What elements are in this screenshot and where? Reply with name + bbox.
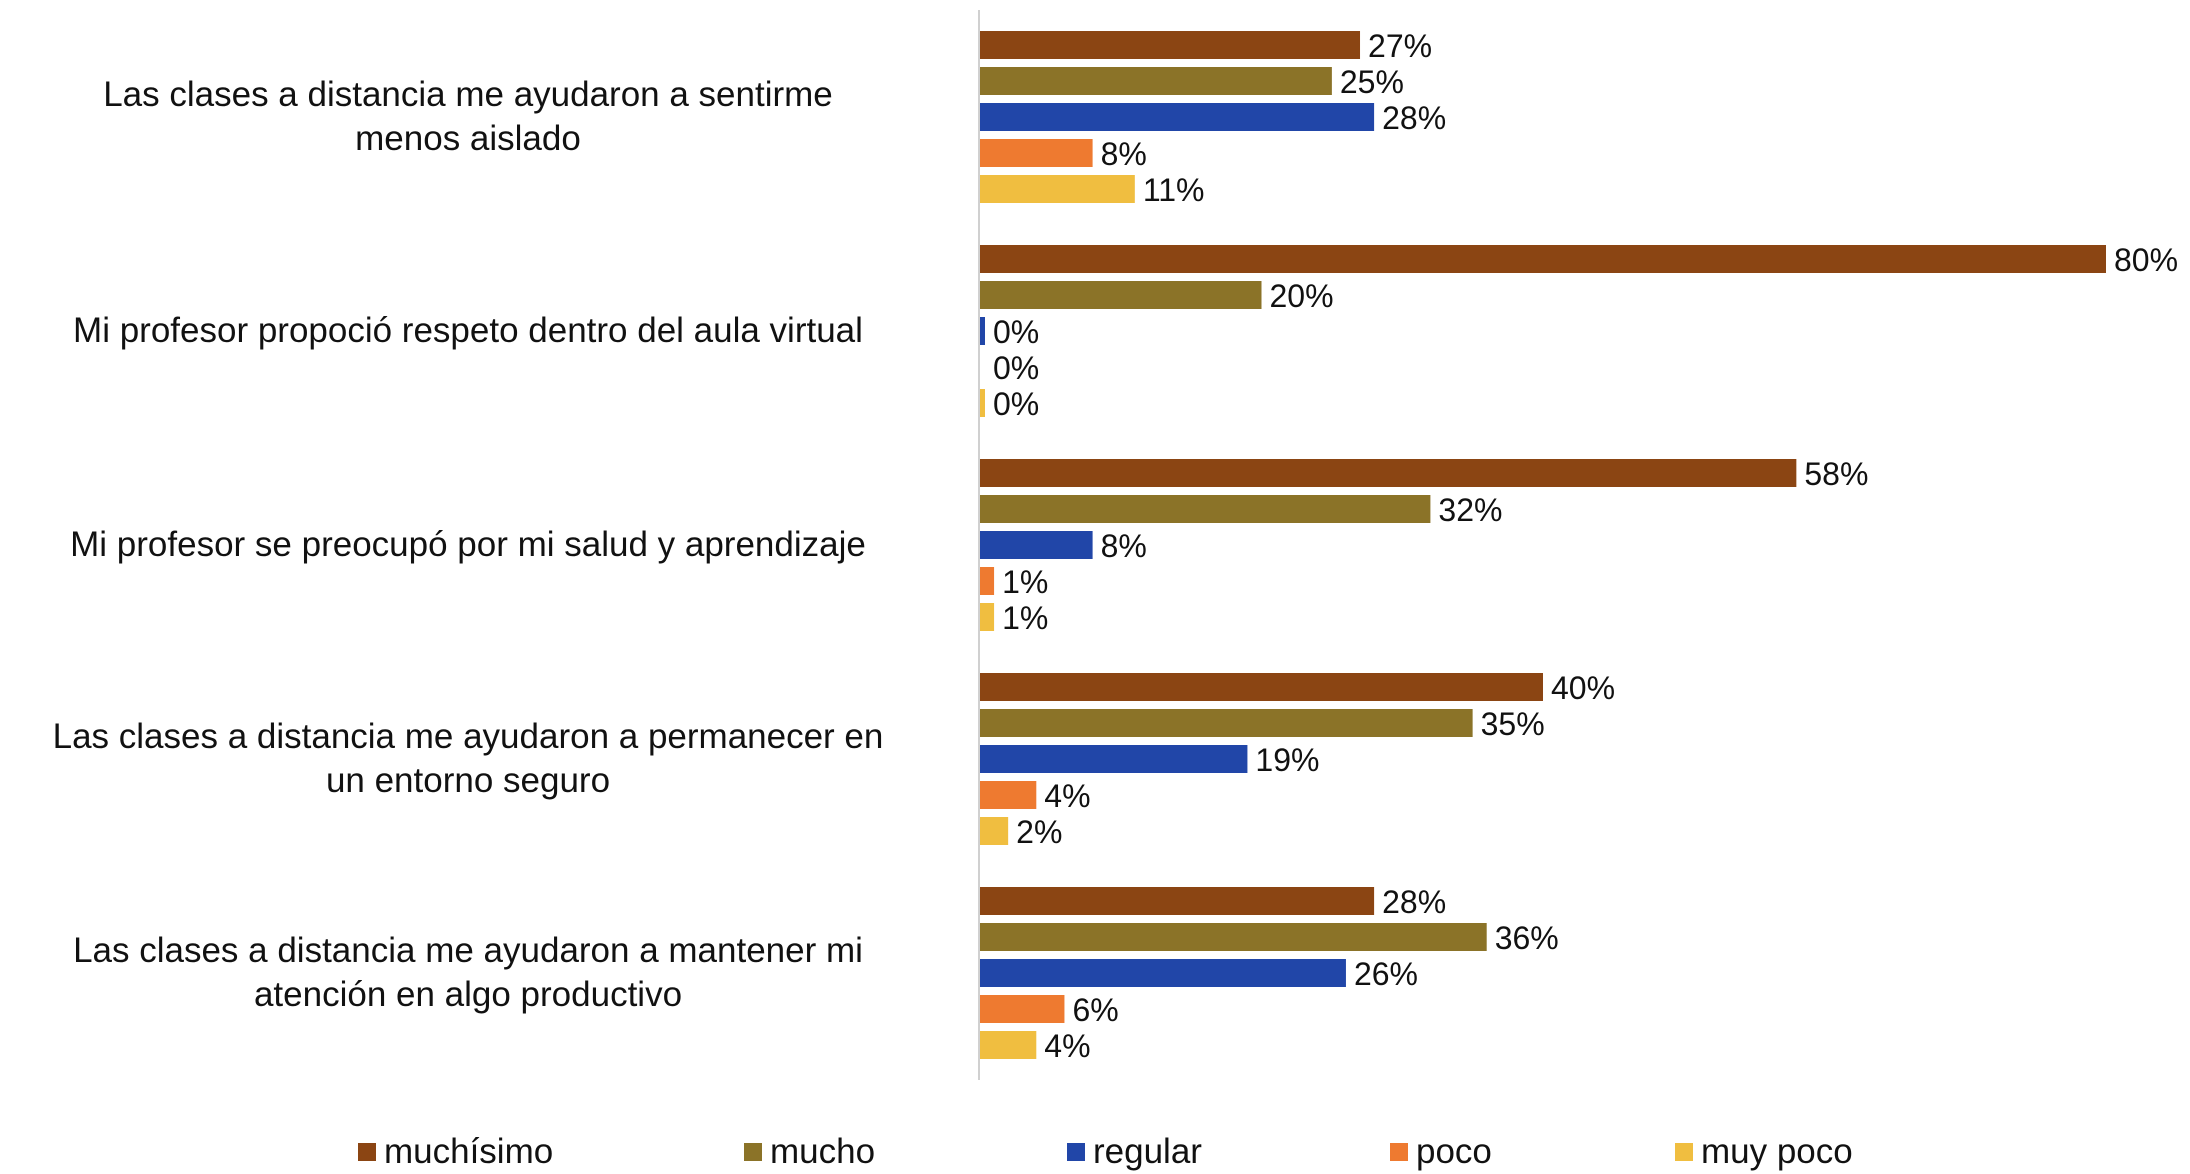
data-label: 0% [993, 314, 1039, 350]
data-label: 40% [1551, 670, 1615, 706]
bar-muy-poco [980, 389, 985, 417]
data-label: 8% [1101, 136, 1147, 172]
data-label: 2% [1016, 814, 1062, 850]
legend-label: mucho [770, 1132, 876, 1171]
bar-muy-poco [980, 603, 995, 631]
data-label: 32% [1438, 492, 1502, 528]
bar-mucho [980, 67, 1332, 95]
legend-label: regular [1093, 1132, 1202, 1171]
bar-mucho [980, 709, 1473, 737]
legend-swatch [1390, 1143, 1408, 1161]
data-label: 36% [1495, 920, 1559, 956]
bar-muchísimo [980, 459, 1797, 487]
data-label: 4% [1044, 778, 1090, 814]
category-label: Mi profesor se preocupó por mi salud y a… [70, 525, 866, 564]
data-label: 1% [1002, 600, 1048, 636]
legend-label: poco [1416, 1132, 1492, 1171]
bar-muchísimo [980, 245, 2106, 273]
legend-label: muy poco [1701, 1132, 1853, 1171]
data-label: 11% [1143, 172, 1205, 208]
legend-swatch [358, 1143, 376, 1161]
bar-poco [980, 139, 1093, 167]
bar-poco [980, 995, 1065, 1023]
bar-mucho [980, 923, 1487, 951]
data-label: 0% [993, 386, 1039, 422]
data-label: 35% [1481, 706, 1545, 742]
data-label: 26% [1354, 956, 1418, 992]
legend-item: muy poco [1675, 1132, 1853, 1172]
data-label: 8% [1101, 528, 1147, 564]
data-label: 4% [1044, 1028, 1090, 1064]
data-label: 20% [1270, 278, 1334, 314]
data-label: 6% [1072, 992, 1118, 1028]
data-label: 28% [1382, 100, 1446, 136]
legend-item: regular [1067, 1132, 1202, 1172]
data-label: 19% [1255, 742, 1319, 778]
data-label: 58% [1804, 456, 1868, 492]
category-label: Las clases a distancia me ayudaron a sen… [103, 75, 833, 158]
legend-item: poco [1390, 1132, 1492, 1172]
bar-muchísimo [980, 673, 1543, 701]
legend-label: muchísimo [384, 1132, 554, 1171]
category-label: Las clases a distancia me ayudaron a per… [52, 717, 884, 800]
legend-swatch [744, 1143, 762, 1161]
data-label: 28% [1382, 884, 1446, 920]
bar-muy-poco [980, 175, 1135, 203]
bar-regular [980, 317, 985, 345]
bar-mucho [980, 281, 1262, 309]
data-label: 0% [993, 350, 1039, 386]
bar-muy-poco [980, 817, 1009, 845]
bar-muy-poco [980, 1031, 1037, 1059]
legend-swatch [1675, 1143, 1693, 1161]
bar-muchísimo [980, 31, 1361, 59]
legend-item: muchísimo [358, 1132, 553, 1172]
bar-mucho [980, 495, 1431, 523]
bar-poco [980, 781, 1037, 809]
category-label: Las clases a distancia me ayudaron a man… [73, 931, 863, 1014]
data-label: 25% [1340, 64, 1404, 100]
category-label: Mi profesor propoció respeto dentro del … [73, 311, 863, 350]
bar-regular [980, 103, 1375, 131]
bar-muchísimo [980, 887, 1375, 915]
bar-poco [980, 567, 995, 595]
data-label: 80% [2114, 242, 2178, 278]
bar-regular [980, 745, 1248, 773]
legend-swatch [1067, 1143, 1085, 1161]
data-label: 1% [1002, 564, 1048, 600]
data-label: 27% [1368, 28, 1432, 64]
bar-regular [980, 531, 1093, 559]
bar-regular [980, 959, 1346, 987]
legend-item: mucho [744, 1132, 875, 1172]
